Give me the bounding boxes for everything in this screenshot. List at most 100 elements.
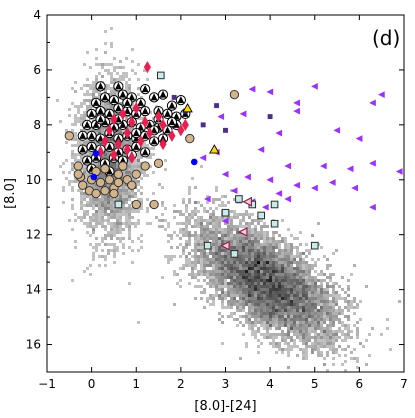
violet-triangle-point: [275, 129, 283, 137]
density-cell: [221, 294, 224, 297]
density-cell: [110, 198, 113, 201]
density-cell: [230, 219, 233, 222]
density-cell: [278, 285, 281, 288]
density-cell: [260, 342, 263, 345]
density-cell: [245, 255, 248, 258]
density-cell: [284, 291, 287, 294]
density-cell: [284, 261, 287, 264]
density-cell: [113, 252, 116, 255]
density-cell: [101, 198, 104, 201]
density-cell: [110, 63, 113, 66]
density-cell: [248, 237, 251, 240]
density-cell: [347, 345, 350, 348]
density-cell: [185, 228, 188, 231]
density-cell: [314, 297, 317, 300]
density-cell: [212, 276, 215, 279]
density-cell: [242, 264, 245, 267]
violet-triangle-point: [257, 146, 265, 153]
density-cell: [107, 252, 110, 255]
density-cell: [104, 204, 107, 207]
density-cell: [233, 237, 236, 240]
density-cell: [164, 255, 167, 258]
density-cell: [296, 324, 299, 327]
density-cell: [290, 234, 293, 237]
open-triangle-point: [242, 196, 253, 207]
density-cell: [326, 315, 329, 318]
density-cell: [251, 297, 254, 300]
density-cell: [119, 78, 122, 81]
density-cell: [257, 327, 260, 330]
density-cell: [314, 285, 317, 288]
density-cell: [212, 300, 215, 303]
density-cell: [326, 297, 329, 300]
density-cell: [218, 294, 221, 297]
density-cell: [305, 321, 308, 324]
density-cell: [95, 237, 98, 240]
density-cell: [221, 276, 224, 279]
density-cell: [263, 312, 266, 315]
density-cell: [203, 291, 206, 294]
density-cell: [233, 240, 236, 243]
density-cell: [281, 315, 284, 318]
violet-triangle-point: [319, 162, 327, 170]
density-cell: [95, 165, 98, 168]
density-cell: [122, 222, 125, 225]
density-cell: [128, 213, 131, 216]
density-cell: [254, 336, 257, 339]
density-cell: [305, 291, 308, 294]
density-cell: [194, 258, 197, 261]
density-cell: [251, 213, 254, 216]
density-cell: [80, 105, 83, 108]
density-cell: [233, 273, 236, 276]
density-cell: [269, 261, 272, 264]
density-cell: [248, 216, 251, 219]
density-cell: [248, 228, 251, 231]
density-cell: [101, 210, 104, 213]
density-cell: [206, 234, 209, 237]
triangle-circle-point-inner: [79, 145, 87, 153]
density-cell: [128, 87, 131, 90]
tan-circle-point: [64, 131, 74, 141]
density-cell: [65, 159, 68, 162]
density-cell: [305, 264, 308, 267]
density-cell: [218, 282, 221, 285]
density-cell: [137, 219, 140, 222]
density-cell: [266, 294, 269, 297]
density-cell: [293, 270, 296, 273]
density-cell: [260, 303, 263, 306]
density-cell: [248, 312, 251, 315]
density-cell: [308, 294, 311, 297]
density-cell: [347, 318, 350, 321]
density-cell: [140, 240, 143, 243]
density-cell: [236, 240, 239, 243]
density-cell: [281, 282, 284, 285]
density-cell: [266, 255, 269, 258]
density-cell: [296, 237, 299, 240]
density-cell: [326, 369, 329, 372]
triangle-circle-point-inner: [119, 120, 127, 128]
density-cell: [80, 216, 83, 219]
density-cell: [161, 204, 164, 207]
density-cell: [212, 264, 215, 267]
diamond-point: [141, 116, 149, 129]
density-cell: [326, 309, 329, 312]
triangle-circle-point-inner: [88, 131, 96, 139]
density-cell: [224, 222, 227, 225]
density-cell: [239, 234, 242, 237]
density-cell: [269, 267, 272, 270]
density-cell: [272, 318, 275, 321]
density-cell: [275, 336, 278, 339]
density-cell: [191, 255, 194, 258]
violet-triangle-point: [230, 187, 238, 195]
density-cell: [113, 168, 116, 171]
density-cell: [212, 246, 215, 249]
density-cell: [200, 273, 203, 276]
density-cell: [269, 309, 272, 312]
density-cell: [230, 222, 233, 225]
density-cell: [269, 321, 272, 324]
density-cell: [296, 288, 299, 291]
density-cell: [308, 267, 311, 270]
density-cell: [203, 306, 206, 309]
density-cell: [314, 321, 317, 324]
cyan-square-point: [221, 208, 230, 217]
